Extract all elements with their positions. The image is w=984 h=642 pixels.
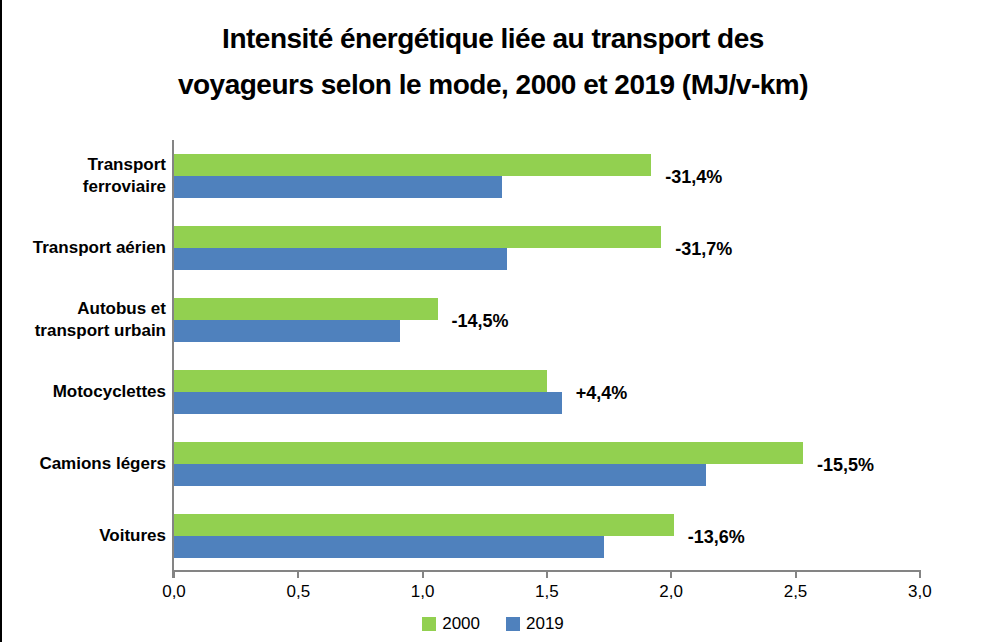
- y-axis-line: [172, 140, 174, 578]
- bar-2019: [174, 392, 562, 414]
- category-label: Voitures: [8, 525, 166, 547]
- x-tick-label: 2,0: [659, 582, 683, 602]
- bar-2000: [174, 370, 547, 392]
- x-axis-tick: [297, 570, 299, 578]
- legend-swatch-2000: [422, 617, 436, 631]
- bar-2019: [174, 536, 604, 558]
- x-axis-tick: [546, 570, 548, 578]
- bar-2000: [174, 298, 438, 320]
- x-axis-tick: [422, 570, 424, 578]
- category-label: Transport ferroviaire: [8, 154, 166, 198]
- x-axis-tick: [173, 570, 175, 578]
- x-tick-label: 3,0: [908, 582, 932, 602]
- change-label: -31,7%: [675, 239, 732, 260]
- bar-2000: [174, 442, 803, 464]
- x-tick-label: 0,0: [162, 582, 186, 602]
- legend-item-2000: 2000: [422, 614, 480, 634]
- category-label: Transport aérien: [8, 237, 166, 259]
- x-tick-label: 1,5: [535, 582, 559, 602]
- category-label: Motocyclettes: [8, 381, 166, 403]
- change-label: -31,4%: [665, 167, 722, 188]
- bar-2019: [174, 320, 400, 342]
- bar-2000: [174, 226, 661, 248]
- bar-2000: [174, 154, 651, 176]
- plot-area: Transport ferroviaire -31,4% Transport aér…: [2, 0, 984, 642]
- change-label: +4,4%: [576, 383, 628, 404]
- bar-2019: [174, 464, 706, 486]
- legend-label: 2019: [526, 614, 564, 634]
- change-label: -15,5%: [817, 455, 874, 476]
- bar-2019: [174, 248, 507, 270]
- category-label: Camions légers: [8, 453, 166, 475]
- bar-2019: [174, 176, 502, 198]
- change-label: -14,5%: [452, 311, 509, 332]
- x-tick-label: 1,0: [411, 582, 435, 602]
- legend-item-2019: 2019: [506, 614, 564, 634]
- x-axis-tick: [919, 570, 921, 578]
- legend: 2000 2019: [2, 614, 984, 634]
- change-label: -13,6%: [688, 527, 745, 548]
- bar-2000: [174, 514, 674, 536]
- chart-page: Intensité énergétique liée au transport …: [0, 0, 984, 642]
- x-tick-label: 0,5: [286, 582, 310, 602]
- x-axis-tick: [795, 570, 797, 578]
- x-axis-tick: [670, 570, 672, 578]
- category-label: Autobus et transport urbain: [8, 298, 166, 342]
- legend-swatch-2019: [506, 617, 520, 631]
- x-tick-label: 2,5: [784, 582, 808, 602]
- legend-label: 2000: [442, 614, 480, 634]
